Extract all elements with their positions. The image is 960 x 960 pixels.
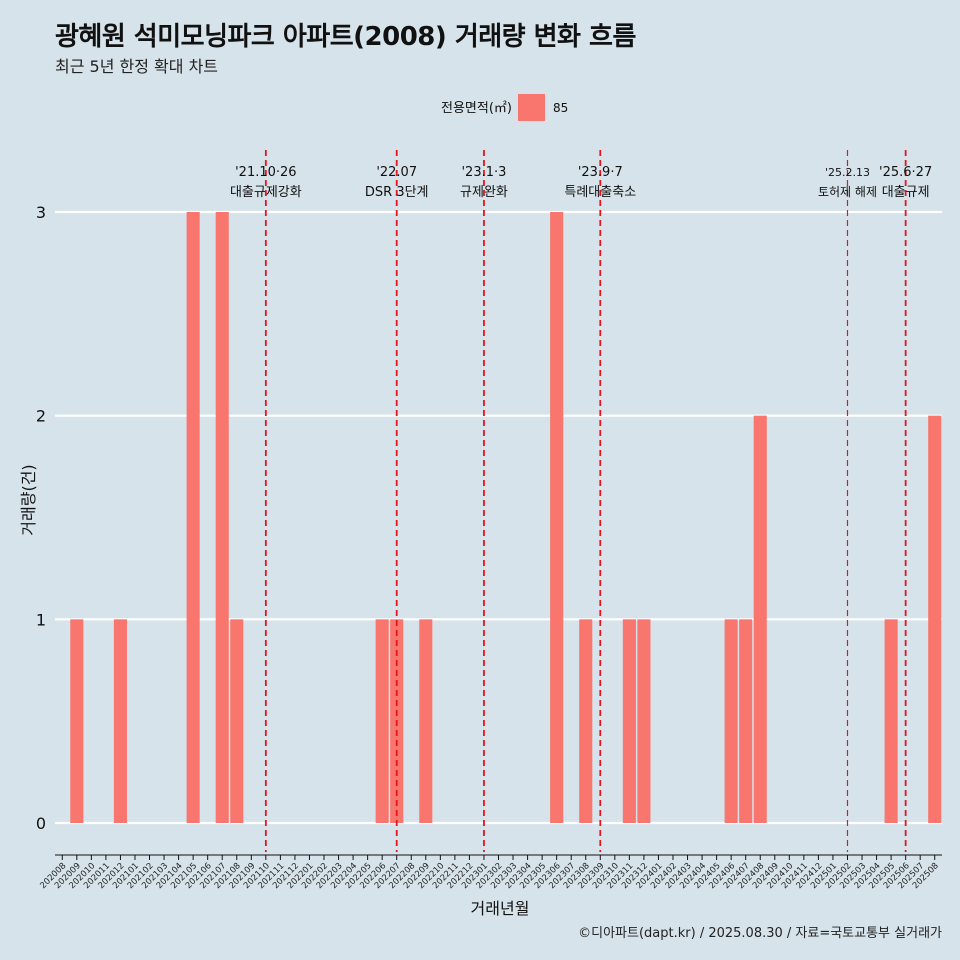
event-date: '23.1·3 xyxy=(461,165,506,180)
bar xyxy=(550,212,564,823)
event-label: 토허제 해제 xyxy=(818,185,877,199)
event-date: '25.2.13 xyxy=(825,166,870,179)
bar xyxy=(622,619,636,823)
event-date: '22.07 xyxy=(376,165,417,180)
y-tick-label: 1 xyxy=(36,610,46,629)
y-tick-label: 0 xyxy=(36,814,46,833)
bar xyxy=(419,619,433,823)
event-date: '25.6·27 xyxy=(879,165,932,180)
chart-title: 광혜원 석미모닝파크 아파트(2008) 거래량 변화 흐름 xyxy=(55,22,636,52)
bar xyxy=(928,415,942,823)
source-caption: ©디아파트(dapt.kr) / 2025.08.30 / 자료=국토교통부 실… xyxy=(578,926,942,941)
y-axis-title: 거래량(건) xyxy=(19,464,38,535)
bar xyxy=(215,212,229,823)
bar xyxy=(884,619,898,823)
event-label: 대출규제 xyxy=(882,185,930,200)
legend-label: 85 xyxy=(553,101,568,115)
bar xyxy=(724,619,738,823)
bar xyxy=(637,619,651,823)
event-label: DSR 3단계 xyxy=(365,185,429,200)
y-tick-label: 2 xyxy=(36,407,46,426)
y-tick-label: 3 xyxy=(36,203,46,222)
event-label: 대출규제강화 xyxy=(230,185,302,200)
legend-title: 전용면적(㎡) xyxy=(441,101,512,116)
bar xyxy=(230,619,244,823)
event-label: 특례대출축소 xyxy=(564,185,636,200)
bar xyxy=(186,212,200,823)
bar xyxy=(113,619,127,823)
bar xyxy=(70,619,84,823)
bar xyxy=(579,619,593,823)
event-date: '23.9·7 xyxy=(578,165,623,180)
chart-subtitle: 최근 5년 한정 확대 차트 xyxy=(55,57,219,76)
bar xyxy=(739,619,753,823)
legend-swatch xyxy=(518,94,545,121)
bar xyxy=(375,619,389,823)
bar xyxy=(753,415,767,823)
event-label: 규제완화 xyxy=(460,185,508,200)
x-axis-title: 거래년월 xyxy=(471,899,530,918)
event-date: '21.10·26 xyxy=(235,165,296,180)
